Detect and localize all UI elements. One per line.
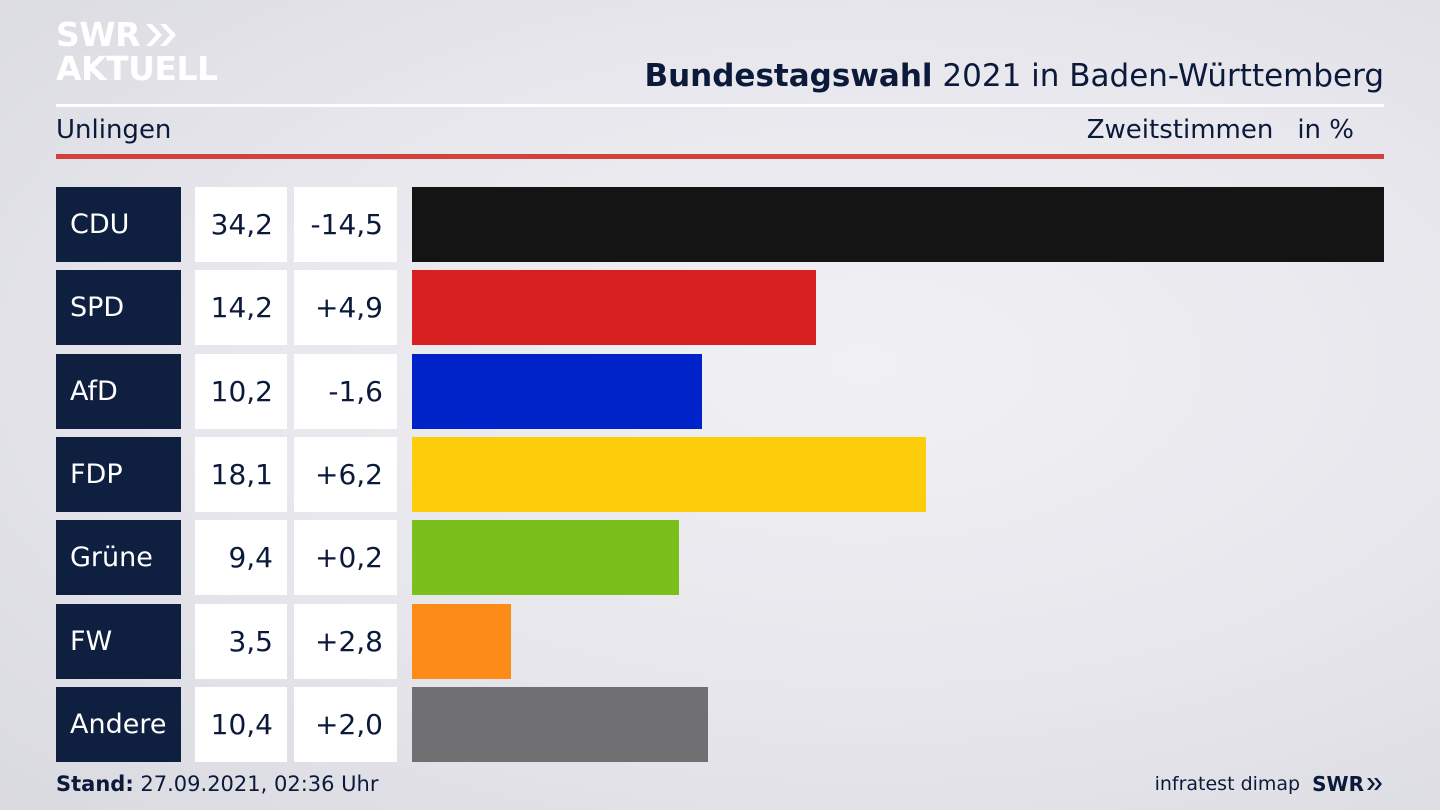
vote-change-value: +2,8 (294, 603, 397, 679)
vote-share-bar (412, 436, 926, 512)
stand-label: Stand: (56, 772, 134, 796)
vote-share-bar (412, 686, 708, 762)
vote-share-value: 10,4 (195, 686, 287, 762)
vote-change-value: -1,6 (294, 353, 397, 429)
party-label: CDU (56, 187, 181, 262)
metric-label: Zweitstimmen (1086, 115, 1274, 145)
vote-share-bar (412, 520, 679, 596)
vote-share-value: 18,1 (195, 436, 287, 512)
party-label: Grüne (56, 520, 181, 596)
result-row: Grüne 9,4 +0,2 (56, 520, 1384, 596)
result-row: CDU 34,2 -14,5 (56, 187, 1384, 262)
result-row: Andere 10,4 +2,0 (56, 686, 1384, 762)
unit-label: in % (1297, 115, 1354, 145)
metric-header: Zweitstimmen in % (1087, 115, 1354, 145)
vote-share-bar (412, 187, 1384, 262)
vote-change-value: +0,2 (294, 520, 397, 596)
party-label: FDP (56, 436, 181, 512)
vote-share-bar (412, 603, 511, 679)
swr-aktuell-logo: SWR AKTUELL (56, 18, 218, 86)
header-divider (56, 104, 1384, 107)
stand-value: 27.09.2021, 02:36 Uhr (133, 772, 379, 796)
vote-share-value: 3,5 (195, 603, 287, 679)
result-row: FW 3,5 +2,8 (56, 603, 1384, 679)
result-row: FDP 18,1 +6,2 (56, 436, 1384, 512)
logo-aktuell-text: AKTUELL (56, 49, 218, 88)
party-label: Andere (56, 686, 181, 762)
result-row: SPD 14,2 +4,9 (56, 270, 1384, 346)
party-label: FW (56, 603, 181, 679)
vote-share-bar (412, 353, 702, 429)
vote-share-bar (412, 270, 816, 346)
vote-share-value: 9,4 (195, 520, 287, 596)
timestamp: Stand: 27.09.2021, 02:36 Uhr (56, 772, 379, 796)
vote-share-value: 14,2 (195, 270, 287, 346)
title-bold: Bundestagswahl (644, 58, 933, 94)
party-label: AfD (56, 353, 181, 429)
vote-change-value: +2,0 (294, 686, 397, 762)
vote-share-value: 10,2 (195, 353, 287, 429)
double-chevron-icon-small (1367, 778, 1382, 790)
source-label: infratest dimap (1154, 773, 1301, 795)
logo-swr-text: SWR (56, 15, 141, 54)
vote-change-value: -14,5 (294, 187, 397, 262)
vote-share-value: 34,2 (195, 187, 287, 262)
swr-footer-logo: SWR (1312, 772, 1384, 796)
title-rest: 2021 in Baden-Württemberg (932, 58, 1384, 94)
vote-change-value: +4,9 (294, 270, 397, 346)
double-chevron-icon (144, 22, 180, 48)
swr-footer-text: SWR (1312, 772, 1364, 796)
accent-divider (56, 154, 1384, 159)
result-row: AfD 10,2 -1,6 (56, 353, 1384, 429)
source-credit: infratest dimap SWR (1155, 772, 1384, 796)
location-label: Unlingen (56, 115, 172, 145)
page-title: Bundestagswahl 2021 in Baden-Württemberg (644, 58, 1384, 94)
party-label: SPD (56, 270, 181, 346)
vote-change-value: +6,2 (294, 436, 397, 512)
